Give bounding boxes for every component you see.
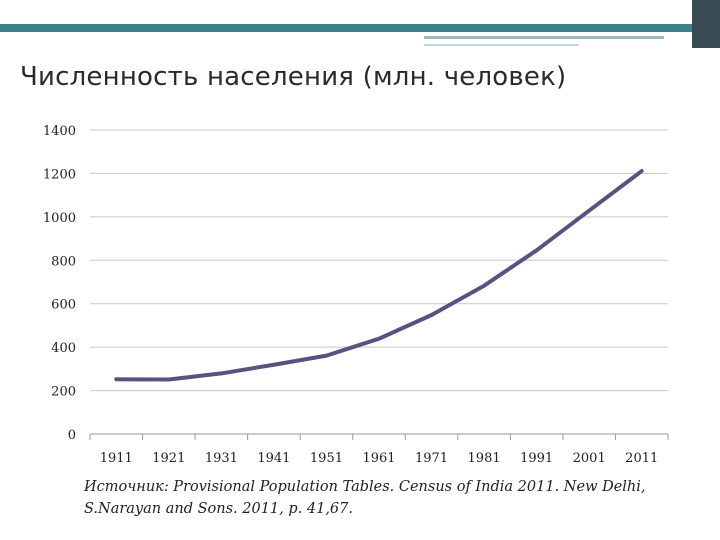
x-tick-label-1941: 1941 — [257, 451, 290, 466]
y-tick-label-600: 600 — [51, 298, 76, 313]
x-tick-label-1981: 1981 — [468, 451, 501, 466]
x-tick-label-2001: 2001 — [573, 451, 606, 466]
x-tick-label-1921: 1921 — [152, 451, 185, 466]
decor-line-1 — [424, 36, 664, 39]
y-tick-label-1200: 1200 — [43, 167, 76, 182]
population-line-chart: 0 200 400 600 800 1000 1200 1400 1911 1921 1931 194… — [43, 124, 669, 466]
source-note: Источник: Provisional Population Tables.… — [84, 479, 646, 517]
decor-block-right — [692, 0, 720, 48]
y-tick-label-0: 0 — [68, 428, 76, 443]
x-tick-label-1911: 1911 — [100, 451, 133, 466]
y-tick-label-800: 800 — [51, 254, 76, 269]
x-tick-label-2011: 2011 — [625, 451, 658, 466]
y-tick-label-1000: 1000 — [43, 211, 76, 226]
x-tick-label-1961: 1961 — [362, 451, 395, 466]
y-tick-label-200: 200 — [51, 385, 76, 400]
x-tick-label-1971: 1971 — [415, 451, 448, 466]
y-tick-label-400: 400 — [51, 341, 76, 356]
series-line-0 — [114, 169, 644, 382]
x-tick-label-1951: 1951 — [310, 451, 343, 466]
decor-strip-teal — [0, 24, 720, 32]
top-decor-band — [0, 0, 720, 48]
x-tick-label-1991: 1991 — [520, 451, 553, 466]
slide-title: Численность населения (млн. человек) — [20, 62, 567, 92]
x-tick-label-1931: 1931 — [205, 451, 238, 466]
y-tick-label-1400: 1400 — [43, 124, 76, 139]
decor-line-2 — [424, 44, 579, 46]
decor-strip-top — [0, 0, 720, 24]
